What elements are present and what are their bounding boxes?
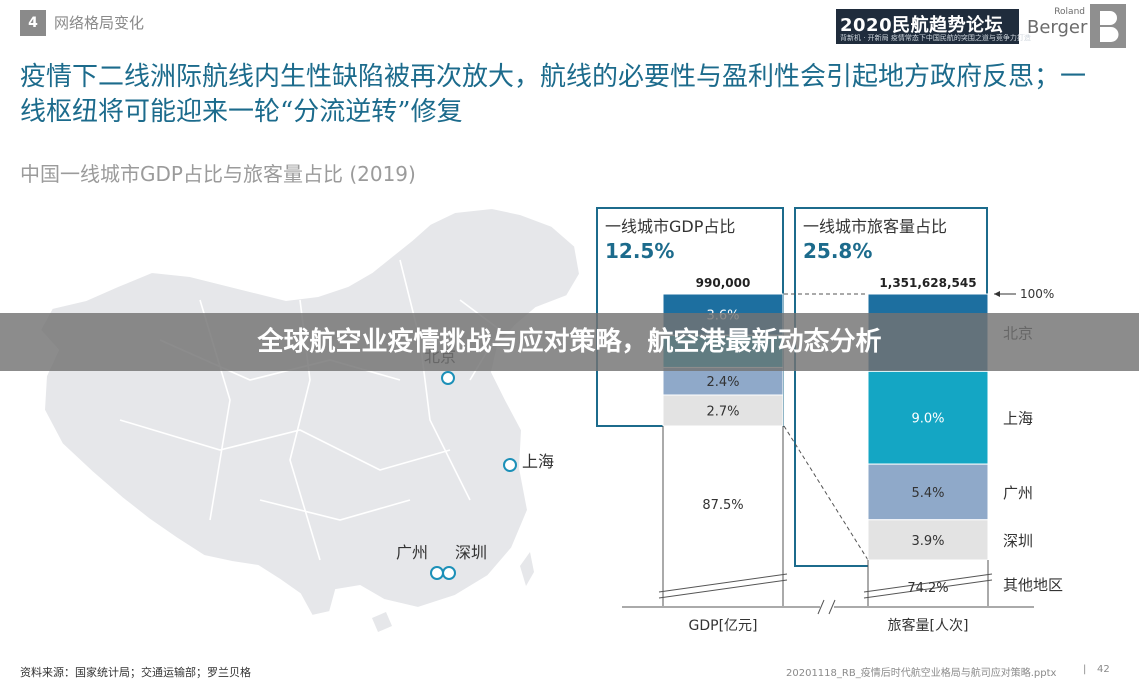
slide-header: 4 网络格局变化 2020民航趋势论坛 背新机 · 开新局 疫情常态下中国民航的…	[0, 0, 1139, 48]
legend-shanghai: 上海	[1003, 410, 1033, 428]
overlay-banner-text: 全球航空业疫情挑战与应对策略，航空港最新动态分析	[257, 327, 882, 357]
brand-name-top: Roland	[1054, 7, 1085, 17]
stacked-bars: 3.6%2.4%2.7%87.5%9.0%5.4%3.9%74.2%	[658, 293, 993, 607]
bar-shenzhen-gdp	[662, 394, 784, 427]
axis-break-icon	[817, 599, 836, 615]
forum-title: 2020民航趋势论坛	[840, 15, 1004, 36]
taiwan-shape	[520, 552, 534, 586]
footer-source: 资料来源：国家统计局；交通运输部；罗兰贝格	[20, 666, 251, 679]
data-label-shenzhen-passengers: 3.9%	[911, 534, 944, 549]
legend-other: 其他地区	[1003, 576, 1063, 594]
data-label-shanghai-passengers: 9.0%	[911, 412, 944, 427]
footer-separator: |	[1083, 664, 1087, 675]
map-label-guangzhou: 广州	[396, 543, 428, 562]
brand-name-bottom: Berger	[1027, 17, 1088, 38]
passenger-share-label: 一线城市旅客量占比	[803, 217, 947, 236]
passenger-total-label: 1,351,628,545	[879, 276, 976, 290]
shanghai-marker-icon	[503, 458, 517, 472]
gdp-total-label: 990,000	[696, 276, 751, 290]
footer-filename: 20201118_RB_疫情后时代航空业格局与航司应对策略.pptx	[786, 668, 1057, 679]
data-label-guangzhou-passengers: 5.4%	[911, 486, 944, 501]
bar-shenzhen-passengers	[867, 519, 989, 561]
connector-bottom	[783, 425, 869, 561]
forum-logo: 2020民航趋势论坛 背新机 · 开新局 疫情常态下中国民航的突围之道与竞争力打…	[836, 9, 1031, 44]
data-label-other-passengers: 74.2%	[907, 581, 948, 596]
overlay-banner: 全球航空业疫情挑战与应对策略，航空港最新动态分析	[0, 313, 1139, 371]
bar-break-icon	[658, 573, 788, 599]
section-title: 网络格局变化	[54, 14, 145, 32]
passenger-share-value: 25.8%	[803, 239, 872, 263]
chart-title: 中国一线城市GDP占比与旅客量占比 (2019)	[20, 162, 416, 186]
brand-b-icon	[1090, 4, 1126, 48]
gdp-share-label: 一线城市GDP占比	[605, 217, 735, 236]
guangzhou-marker-icon	[430, 566, 444, 580]
map-label-shenzhen: 深圳	[455, 543, 487, 562]
slide-headline: 疫情下二线洲际航线内生性缺陷被再次放大，航线的必要性与盈利性会引起地方政府反思；…	[20, 62, 1087, 127]
beijing-marker-icon	[441, 371, 455, 385]
brand-logo: Roland Berger	[1027, 7, 1088, 38]
legend-shenzhen: 深圳	[1003, 532, 1033, 550]
legend-guangzhou: 广州	[1003, 484, 1033, 502]
bar-break-icon	[863, 573, 993, 599]
data-label-shenzhen-gdp: 2.7%	[706, 405, 739, 420]
data-label-other-gdp: 87.5%	[702, 498, 743, 513]
china-map	[38, 206, 582, 632]
category-label-passengers: 旅客量[人次]	[888, 617, 969, 634]
hundred-percent-label: 100%	[1020, 287, 1054, 301]
footer-page-number: 42	[1097, 664, 1110, 675]
bar-shanghai-passengers	[867, 370, 989, 465]
bar-guangzhou-gdp	[662, 366, 784, 396]
bar-other-gdp	[662, 425, 784, 607]
shenzhen-marker-icon	[442, 566, 456, 580]
category-label-gdp: GDP[亿元]	[689, 618, 758, 634]
series-legend: 北京上海广州深圳其他地区	[1003, 325, 1063, 594]
map-label-shanghai: 上海	[522, 452, 554, 471]
china-map-shape	[38, 206, 582, 618]
hundred-arrowhead-icon	[994, 291, 1000, 297]
data-label-guangzhou-gdp: 2.4%	[706, 375, 739, 390]
section-number: 4	[20, 10, 46, 36]
hainan-shape	[372, 612, 392, 632]
gdp-share-value: 12.5%	[605, 239, 674, 263]
forum-subtitle: 背新机 · 开新局 疫情常态下中国民航的突围之道与竞争力打造	[840, 34, 1031, 42]
